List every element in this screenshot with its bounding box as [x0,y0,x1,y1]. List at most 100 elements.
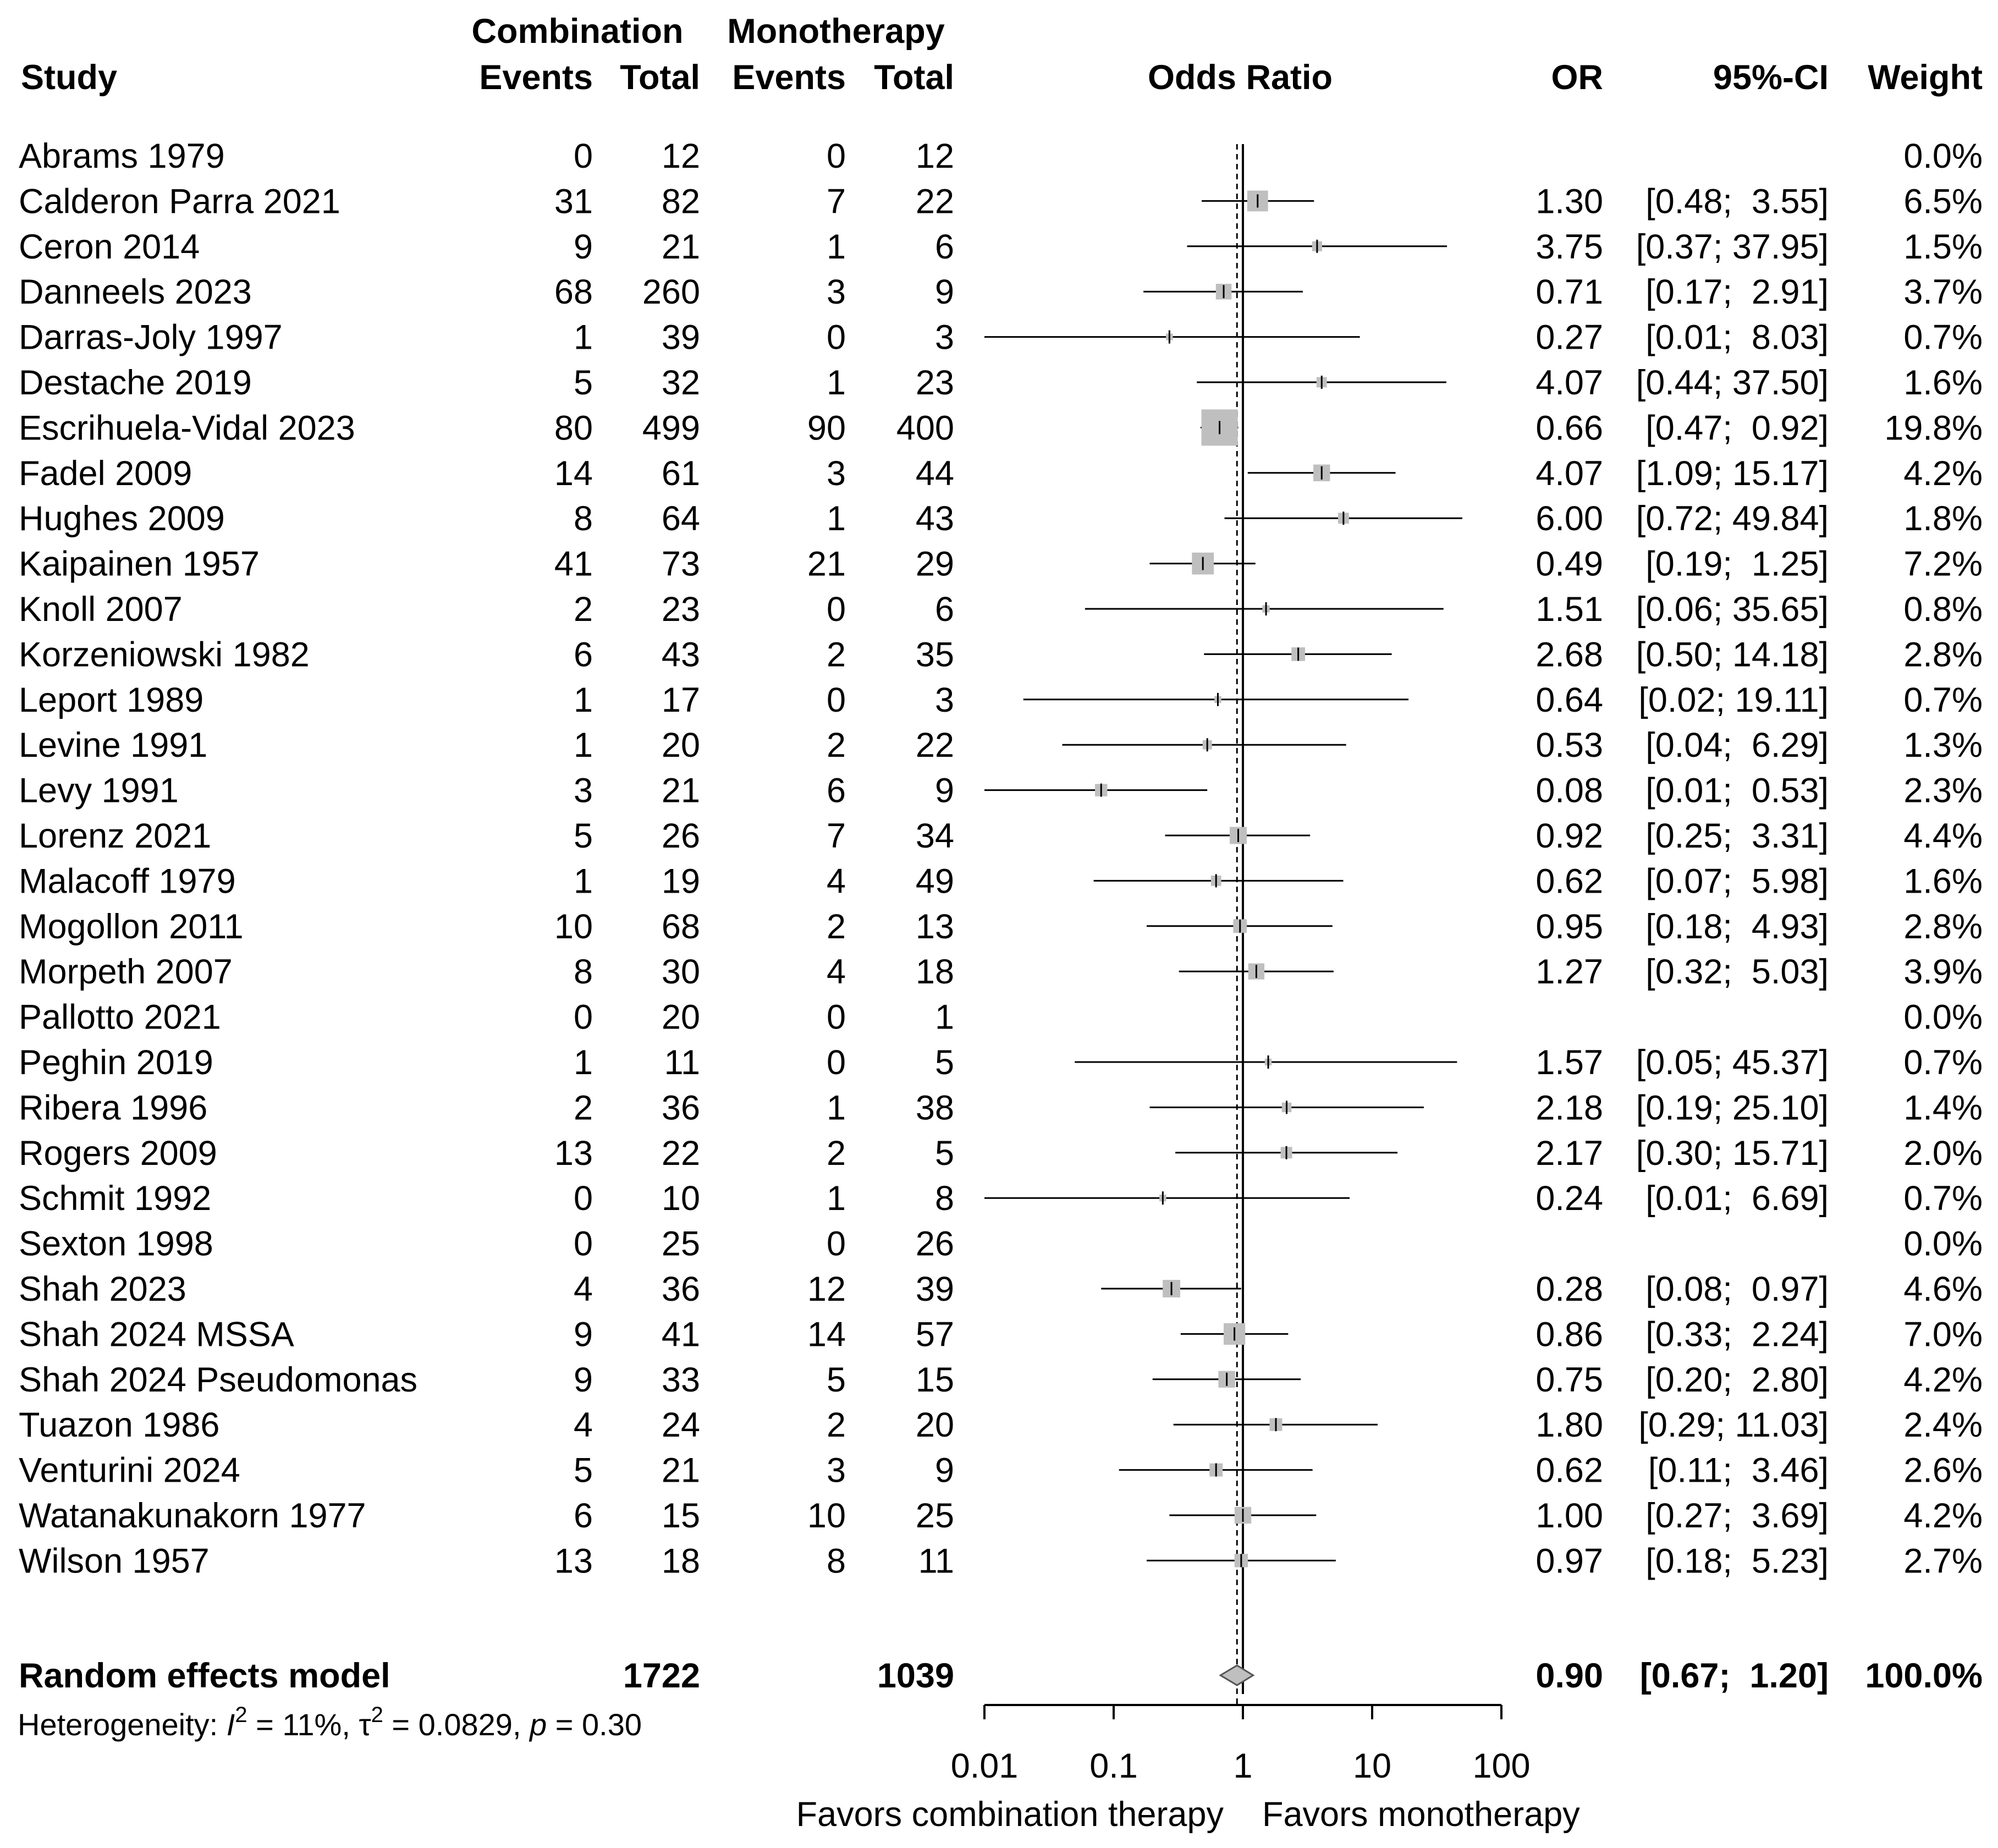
study-label: Venturini 2024 [19,1451,240,1490]
total-combination: 32 [662,364,700,402]
total-combination: 17 [662,681,700,719]
total-monotherapy: 34 [916,817,954,855]
study-label: Tuazon 1986 [19,1406,219,1444]
study-label: Watanakunakorn 1977 [19,1497,366,1535]
total-combination: 61 [662,454,700,493]
weight-value: 2.3% [1903,772,1983,810]
total-combination: 24 [662,1406,700,1444]
total-monotherapy: 9 [935,1451,954,1490]
total-monotherapy: 23 [916,364,954,402]
header-events-1: Events [479,58,593,97]
events-monotherapy: 4 [827,953,846,991]
events-combination: 0 [574,1179,593,1218]
ci-value: [0.72; 49.84] [1636,499,1829,538]
x-tick-label: 100 [1472,1747,1530,1785]
events-monotherapy: 6 [827,772,846,810]
events-combination: 6 [574,1497,593,1535]
total-monotherapy: 35 [916,635,954,674]
total-monotherapy: 6 [935,228,954,266]
events-combination: 41 [554,545,593,584]
total-monotherapy: 44 [916,454,954,493]
summary-diamond [1219,1664,1255,1686]
ci-value: [0.44; 37.50] [1636,364,1829,402]
total-combination: 22 [662,1134,700,1173]
total-combination: 43 [662,635,700,674]
or-value: 0.97 [1535,1542,1603,1580]
events-combination: 68 [554,273,593,311]
weight-value: 1.5% [1903,228,1983,266]
study-label: Wilson 1957 [19,1542,210,1580]
ci-value: [0.32; 5.03] [1645,953,1829,991]
events-combination: 8 [574,499,593,538]
study-label: Abrams 1979 [19,137,225,175]
events-combination: 0 [574,998,593,1037]
or-value: 1.27 [1535,953,1603,991]
study-label: Schmit 1992 [19,1179,211,1218]
total-combination: 25 [662,1225,700,1263]
study-label: Ribera 1996 [19,1088,207,1127]
weight-value: 1.6% [1903,862,1983,900]
study-label: Shah 2024 Pseudomonas [19,1361,417,1399]
x-label-right: Favors monotherapy [1262,1795,1580,1834]
events-combination: 2 [574,590,593,629]
weight-value: 0.0% [1903,137,1983,175]
ci-value: [1.09; 15.17] [1636,454,1829,493]
summary-total-monotherapy: 1039 [877,1657,954,1695]
events-combination: 14 [554,454,593,493]
events-combination: 1 [574,1043,593,1082]
weight-value: 19.8% [1884,409,1983,447]
events-combination: 5 [574,1451,593,1490]
events-combination: 3 [574,772,593,810]
events-combination: 13 [554,1542,593,1580]
events-monotherapy: 1 [827,1088,846,1127]
events-combination: 0 [574,1225,593,1263]
ci-value: [0.01; 8.03] [1645,318,1829,357]
study-label: Korzeniowski 1982 [19,635,310,674]
total-combination: 30 [662,953,700,991]
events-combination: 1 [574,681,593,719]
ci-value: [0.48; 3.55] [1645,182,1829,221]
weight-value: 4.2% [1903,454,1983,493]
total-combination: 18 [662,1542,700,1580]
total-monotherapy: 9 [935,772,954,810]
or-value: 0.62 [1535,1451,1603,1490]
weight-value: 3.7% [1903,273,1983,311]
events-combination: 4 [574,1406,593,1444]
total-combination: 15 [662,1497,700,1535]
total-combination: 20 [662,998,700,1037]
summary-weight: 100.0% [1865,1657,1983,1695]
ci-value: [0.06; 35.65] [1636,590,1829,629]
study-label: Calderon Parra 2021 [19,182,340,221]
weight-value: 0.7% [1903,681,1983,719]
weight-value: 2.4% [1903,1406,1983,1444]
or-value: 0.71 [1535,273,1603,311]
total-combination: 20 [662,726,700,765]
total-monotherapy: 49 [916,862,954,900]
study-label: Shah 2023 [19,1270,186,1308]
ci-value: [0.37; 37.95] [1636,228,1829,266]
total-monotherapy: 26 [916,1225,954,1263]
total-combination: 499 [642,409,700,447]
study-label: Levine 1991 [19,726,207,765]
weight-value: 4.2% [1903,1361,1983,1399]
total-combination: 73 [662,545,700,584]
weight-value: 0.0% [1903,998,1983,1037]
or-value: 1.57 [1535,1043,1603,1082]
total-monotherapy: 29 [916,545,954,584]
total-combination: 36 [662,1088,700,1127]
events-monotherapy: 10 [807,1497,846,1535]
events-monotherapy: 7 [827,182,846,221]
weight-value: 2.0% [1903,1134,1983,1173]
events-monotherapy: 2 [827,1134,846,1173]
events-monotherapy: 8 [827,1542,846,1580]
or-value: 0.24 [1535,1179,1603,1218]
ci-value: [0.29; 11.03] [1638,1406,1829,1444]
events-monotherapy: 0 [827,681,846,719]
total-monotherapy: 11 [918,1542,954,1580]
events-monotherapy: 2 [827,908,846,946]
total-combination: 26 [662,817,700,855]
total-monotherapy: 39 [916,1270,954,1308]
weight-value: 1.6% [1903,364,1983,402]
weight-value: 0.8% [1903,590,1983,629]
study-label: Knoll 2007 [19,590,183,629]
